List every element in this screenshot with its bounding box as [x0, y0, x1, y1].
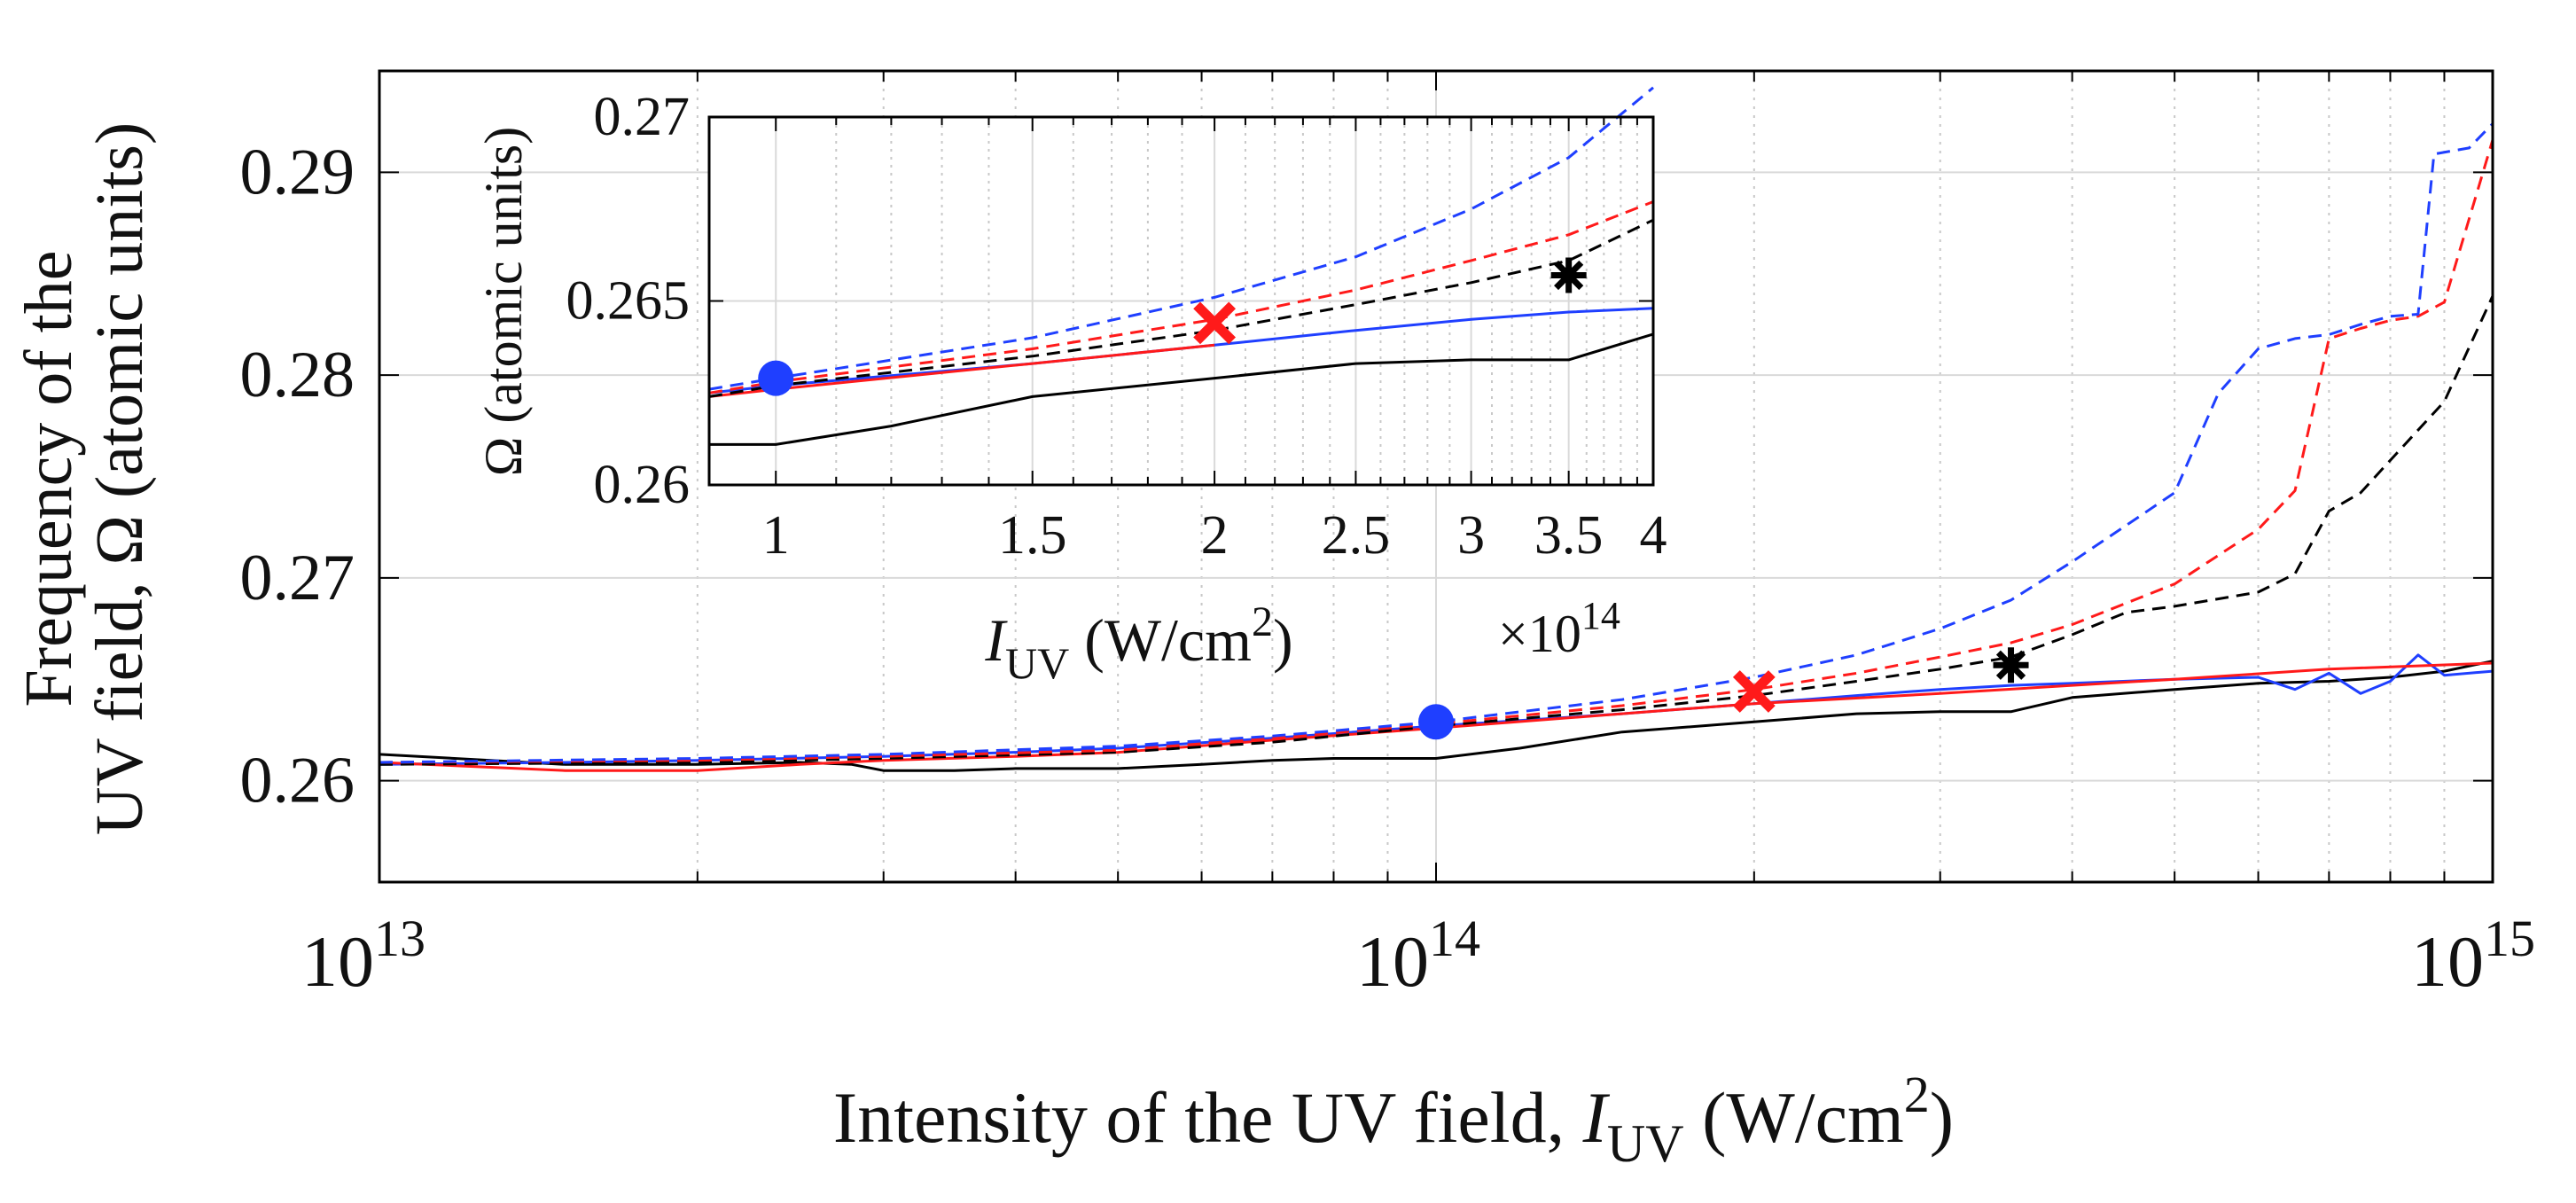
main-series-blue-solid: [379, 653, 2494, 766]
main-xtick-label: 1015: [2411, 910, 2535, 1002]
inset-xtick-labels: 1 1.5 2 2.5 3 3.5 4: [762, 505, 1667, 566]
inset-tick-group: [709, 116, 1653, 486]
main-marker-group: [1418, 647, 2029, 740]
main-ytick-label: 0.27: [240, 542, 355, 614]
inset-xtick-label: 4: [1640, 505, 1667, 566]
inset-xtick-label: 3: [1457, 505, 1485, 566]
inset-xtick-label: 1.5: [998, 505, 1067, 566]
main-marker-blue-circle: [1418, 704, 1454, 740]
main-ytick-labels: 0.26 0.27 0.28 0.29: [240, 136, 355, 816]
inset-multiplier: ×1014: [1498, 594, 1620, 663]
inset-marker-blue-circle: [758, 360, 794, 396]
inset-series-red-solid: [708, 343, 1215, 398]
inset-series-blue-dashed: [708, 86, 1654, 391]
inset-series-group: [708, 86, 1654, 446]
inset-marker-red-cross: [1193, 301, 1236, 345]
main-marker-red-cross: [1732, 670, 1776, 713]
main-ylabel-line1: Frequency of the: [12, 251, 86, 707]
inset-ytick-label: 0.265: [566, 271, 691, 332]
main-xtick-label: 1014: [1356, 910, 1480, 1002]
inset-xtick-label: 2: [1201, 505, 1229, 566]
main-series-red-dashed: [379, 139, 2494, 764]
main-series-black-solid: [379, 660, 2494, 772]
main-ytick-label: 0.28: [240, 339, 355, 411]
main-series-blue-dashed: [379, 122, 2494, 764]
inset-ytick-label: 0.26: [594, 455, 691, 515]
inset-ytick-label: 0.27: [594, 87, 691, 147]
inset-ytick-labels: 0.26 0.265 0.27: [566, 87, 691, 515]
inset-xlabel: IUV (W/cm2): [984, 598, 1292, 688]
inset-xtick-label: 2.5: [1322, 505, 1391, 566]
main-xtick-label: 1013: [301, 910, 425, 1002]
inset-xtick-label: 3.5: [1534, 505, 1604, 566]
inset-series-black-dashed: [708, 218, 1654, 398]
main-ytick-label: 0.26: [240, 745, 355, 817]
main-ylabel-line2: UV field, Ω (atomic units): [82, 122, 157, 835]
inset-marker-black-asterisk: [1550, 257, 1587, 293]
inset-series-black-solid: [709, 332, 1654, 446]
main-xtick-labels: 1013 1014 1015: [301, 910, 2535, 1002]
main-xlabel: Intensity of the UV field, IUV (W/cm2): [833, 1066, 1954, 1173]
main-series-black-dashed: [379, 295, 2494, 766]
inset-xtick-label: 1: [762, 505, 790, 566]
main-marker-black-asterisk: [1993, 647, 2029, 684]
main-ytick-label: 0.29: [240, 136, 355, 208]
main-series-group: [379, 122, 2494, 772]
main-series-red-solid: [379, 661, 2494, 772]
inset-series-red-dashed: [708, 200, 1654, 394]
inset-ylabel: Ω (atomic units): [474, 127, 533, 477]
main-tick-group: [379, 71, 2493, 882]
inset-marker-group: [758, 257, 1587, 396]
